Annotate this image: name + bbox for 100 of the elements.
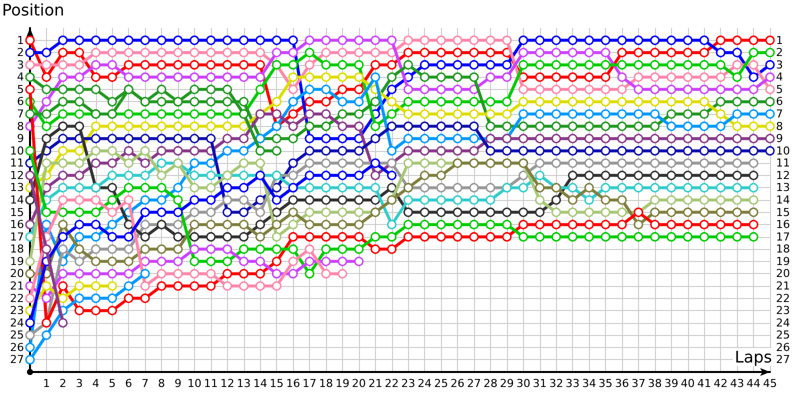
- point: [683, 134, 693, 144]
- point: [107, 306, 117, 316]
- point: [288, 134, 298, 144]
- y-tick-label: 21: [10, 280, 24, 292]
- y-tick-label: 26: [10, 340, 24, 354]
- point: [272, 146, 282, 156]
- point: [765, 122, 775, 132]
- y2-tick-label: 14: [776, 194, 790, 206]
- point: [650, 170, 660, 180]
- point: [107, 146, 117, 156]
- point: [222, 72, 232, 82]
- point: [255, 281, 265, 291]
- point: [732, 208, 742, 218]
- point: [74, 268, 84, 278]
- point: [732, 182, 742, 192]
- point: [699, 170, 709, 180]
- point: [124, 170, 134, 180]
- point: [748, 122, 758, 132]
- point: [535, 220, 545, 230]
- point: [206, 182, 216, 192]
- point: [321, 220, 331, 230]
- point: [666, 84, 676, 94]
- point: [25, 195, 35, 205]
- point: [600, 134, 610, 144]
- point: [222, 268, 232, 278]
- point: [58, 60, 68, 70]
- point: [239, 48, 249, 58]
- point: [617, 72, 627, 82]
- point: [304, 244, 314, 254]
- point: [748, 146, 758, 156]
- y2-tick-label: 13: [776, 181, 790, 194]
- point: [387, 244, 397, 254]
- point: [436, 232, 446, 242]
- point: [452, 146, 462, 156]
- point: [124, 281, 134, 291]
- point: [42, 122, 52, 132]
- point: [584, 182, 594, 192]
- point: [617, 195, 627, 205]
- point: [683, 195, 693, 205]
- point: [403, 96, 413, 106]
- point: [42, 294, 52, 304]
- point: [403, 36, 413, 46]
- point: [156, 195, 166, 205]
- point: [452, 109, 462, 119]
- point: [190, 268, 200, 278]
- point: [420, 36, 430, 46]
- point: [58, 122, 68, 132]
- point: [91, 60, 101, 70]
- point: [140, 220, 150, 230]
- point: [617, 182, 627, 192]
- y-tick-label: 12: [10, 168, 24, 182]
- point: [74, 306, 84, 316]
- point: [748, 60, 758, 70]
- point: [338, 36, 348, 46]
- point: [156, 146, 166, 156]
- y2-tick-label: 24: [776, 316, 790, 330]
- point: [666, 170, 676, 180]
- x-tick-label: 36: [615, 377, 629, 390]
- point: [354, 195, 364, 205]
- point: [124, 48, 134, 58]
- point: [469, 195, 479, 205]
- point: [420, 208, 430, 218]
- point: [140, 256, 150, 266]
- point: [683, 96, 693, 106]
- point: [338, 72, 348, 82]
- point: [370, 122, 380, 132]
- point: [535, 232, 545, 242]
- point: [239, 96, 249, 106]
- point: [683, 109, 693, 119]
- point: [683, 72, 693, 82]
- point: [321, 232, 331, 242]
- point: [206, 72, 216, 82]
- point: [338, 48, 348, 58]
- point: [156, 158, 166, 168]
- point: [387, 84, 397, 94]
- point: [74, 256, 84, 266]
- point: [732, 195, 742, 205]
- point: [354, 96, 364, 106]
- point: [25, 84, 35, 94]
- point: [469, 72, 479, 82]
- point: [518, 109, 528, 119]
- point: [584, 60, 594, 70]
- x-tick-label: 17: [302, 377, 317, 390]
- point: [716, 84, 726, 94]
- y-tick-label: 22: [10, 292, 24, 305]
- point: [634, 182, 644, 192]
- point: [222, 134, 232, 144]
- point: [699, 220, 709, 230]
- point: [107, 48, 117, 58]
- point: [716, 182, 726, 192]
- point: [239, 220, 249, 230]
- point: [666, 36, 676, 46]
- point: [535, 208, 545, 218]
- point: [716, 195, 726, 205]
- point: [338, 146, 348, 156]
- y2-tick-label: 17: [776, 230, 790, 244]
- point: [469, 182, 479, 192]
- point: [584, 158, 594, 168]
- point: [288, 60, 298, 70]
- point: [420, 84, 430, 94]
